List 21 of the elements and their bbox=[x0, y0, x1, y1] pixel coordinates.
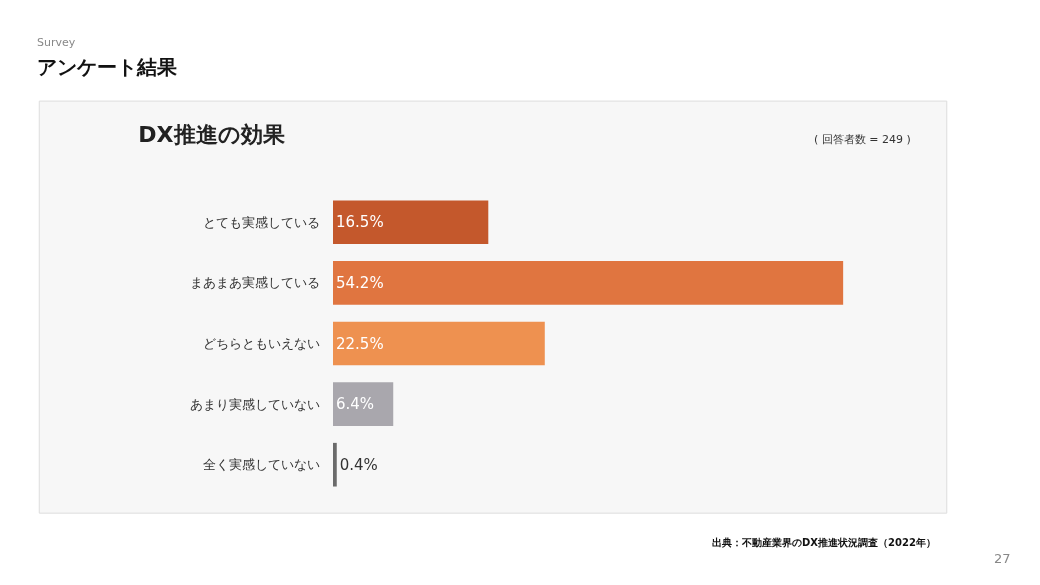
text: アンケート結果 bbox=[37, 55, 178, 79]
source-note: 出典：不動産業界のDX推進状況調査（2022年） bbox=[712, 537, 936, 548]
data-label: 54.2% bbox=[336, 273, 384, 292]
data-label: 16.5% bbox=[336, 213, 384, 232]
y-tick-label: 全く実感していない bbox=[203, 457, 320, 473]
bar bbox=[333, 382, 394, 426]
text: 27 bbox=[994, 551, 1011, 566]
y-tick-label: あまり実感していない bbox=[190, 396, 320, 412]
y-tick-label: どちらともいえない bbox=[203, 336, 320, 352]
chart-title: DX推進の効果 bbox=[138, 122, 286, 148]
bar bbox=[333, 442, 337, 487]
data-label: 6.4% bbox=[336, 395, 375, 414]
y-tick-label: まあまあ実感している bbox=[190, 275, 320, 291]
data-label: 0.4% bbox=[339, 455, 378, 474]
data-label: 22.5% bbox=[336, 334, 384, 353]
bar bbox=[333, 261, 844, 305]
text: Survey bbox=[37, 36, 76, 49]
text: ( 回答者数 = 249 ) bbox=[814, 133, 911, 146]
bar bbox=[333, 200, 489, 245]
y-tick-label: とても実感している bbox=[203, 214, 320, 230]
bar bbox=[333, 321, 545, 366]
